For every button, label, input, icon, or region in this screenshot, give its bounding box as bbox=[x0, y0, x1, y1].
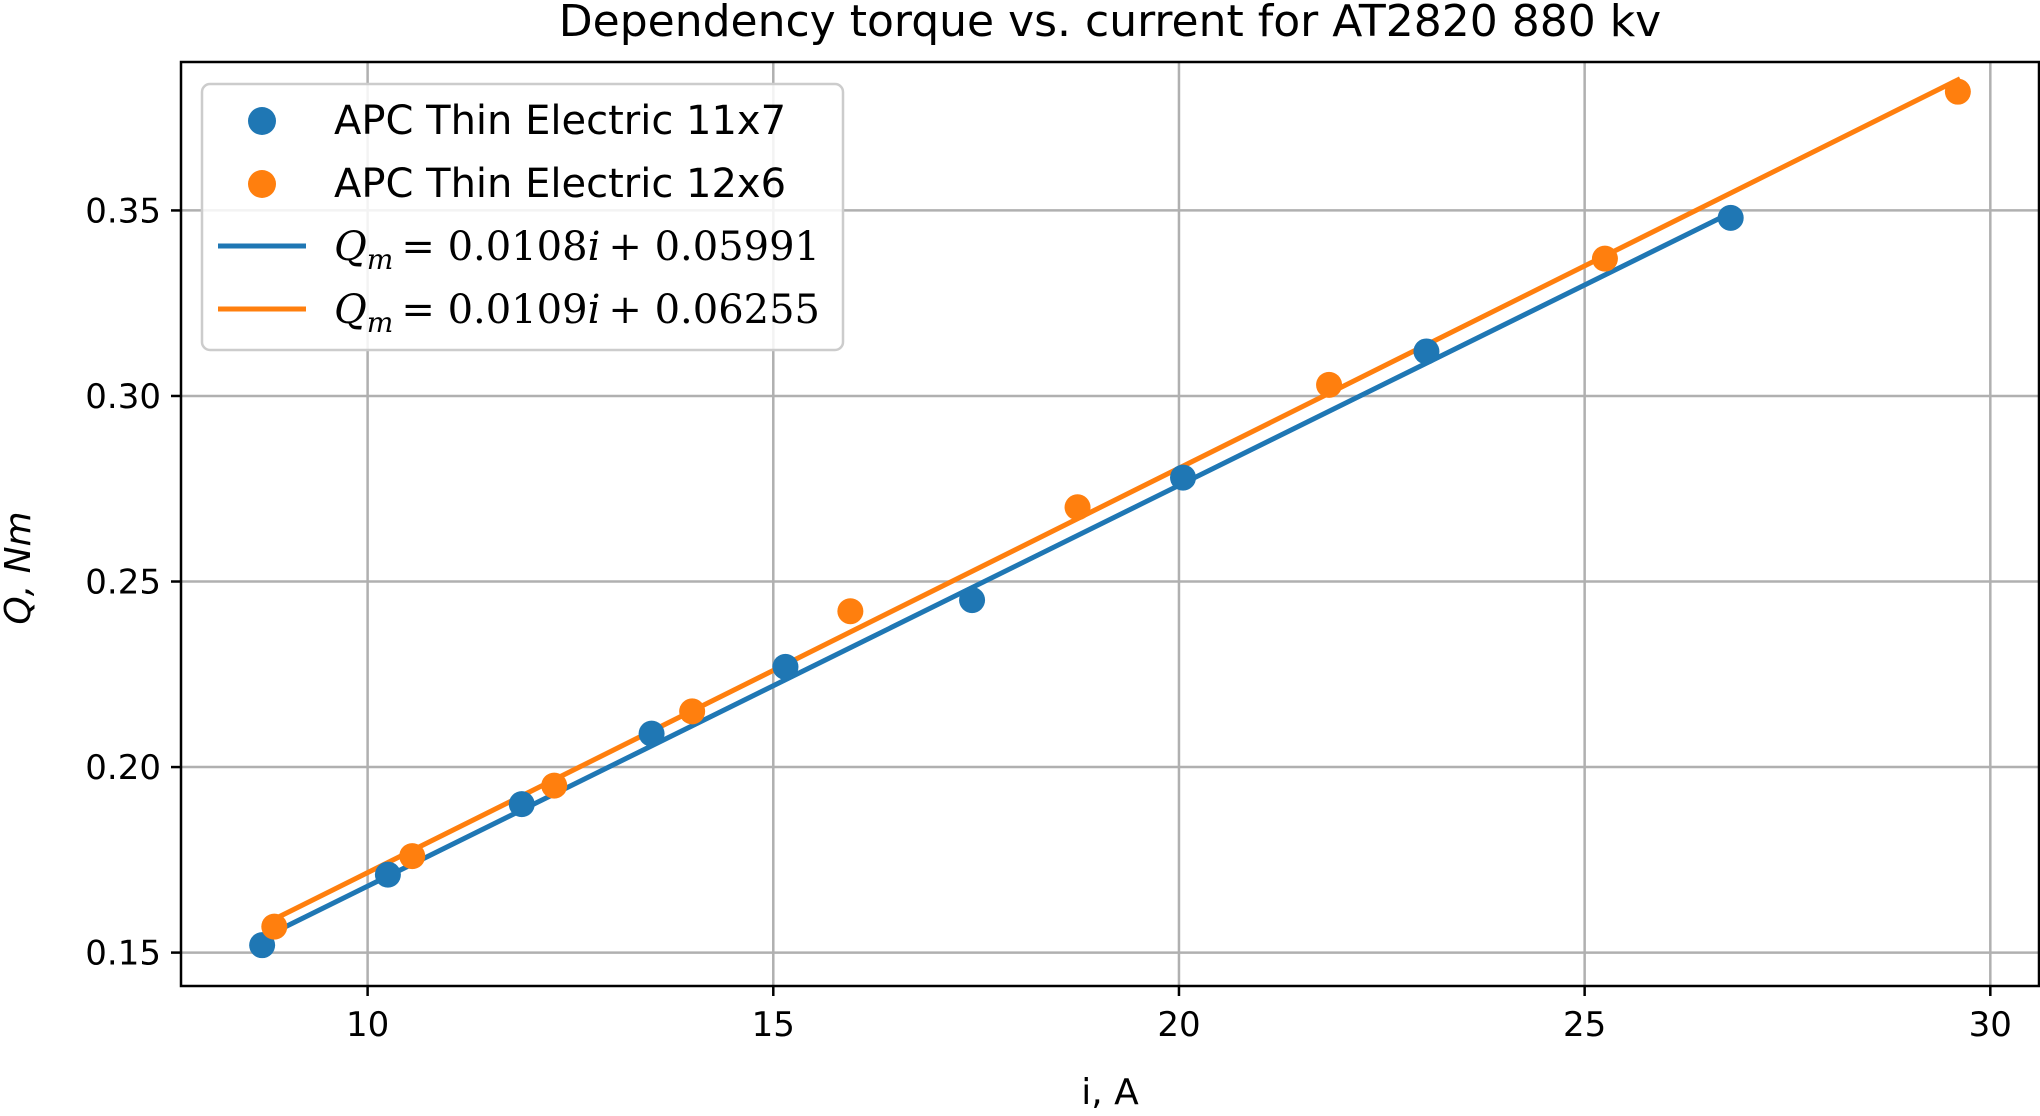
fit-11x7-coef: = 0.0108 bbox=[401, 224, 587, 270]
data-point-series-2 bbox=[1591, 245, 1618, 272]
x-axis-label: i, A bbox=[1081, 1072, 1139, 1113]
legend-marker-11x7 bbox=[248, 107, 276, 135]
fit-12x6-q: Q bbox=[334, 287, 367, 333]
y-tick-label: 0.20 bbox=[85, 748, 161, 788]
data-point-series-2 bbox=[541, 772, 568, 799]
y-tick-label: 0.30 bbox=[85, 377, 161, 417]
x-tick-label: 15 bbox=[752, 1005, 795, 1045]
fit-11x7-q: Q bbox=[334, 224, 367, 270]
data-point-series-1 bbox=[249, 932, 276, 959]
data-point-series-2 bbox=[837, 598, 864, 625]
legend: APC Thin Electric 11x7 APC Thin Electric… bbox=[200, 82, 845, 352]
legend-label-fit-11x7: Qm = 0.0108i + 0.05991 bbox=[334, 224, 820, 276]
legend-label-12x6: APC Thin Electric 12x6 bbox=[334, 161, 786, 207]
fit-12x6-coef: = 0.0109 bbox=[401, 287, 587, 333]
data-point-series-2 bbox=[679, 698, 706, 725]
scatter-points bbox=[249, 78, 1971, 959]
legend-box bbox=[200, 82, 845, 352]
x-axis-ticks: 10 15 20 25 30 bbox=[346, 986, 2012, 1045]
chart-title: Dependency torque vs. current for AT2820… bbox=[559, 0, 1661, 47]
data-point-series-1 bbox=[959, 587, 986, 614]
legend-marker-12x6 bbox=[248, 170, 276, 198]
data-point-series-2 bbox=[399, 843, 426, 870]
legend-label-11x7: APC Thin Electric 11x7 bbox=[334, 98, 786, 144]
fit-11x7-sub: m bbox=[367, 243, 394, 276]
y-axis-label: Q, Nm bbox=[0, 511, 39, 624]
fit-12x6-sub: m bbox=[367, 306, 394, 339]
data-point-series-1 bbox=[772, 653, 799, 680]
data-point-series-1 bbox=[374, 861, 401, 888]
fit-12x6-intercept: + 0.06255 bbox=[608, 287, 820, 333]
x-tick-label: 20 bbox=[1157, 1005, 1200, 1045]
legend-label-fit-12x6: Qm = 0.0109i + 0.06255 bbox=[334, 287, 820, 339]
data-point-series-1 bbox=[508, 791, 535, 818]
y-tick-label: 0.35 bbox=[85, 191, 161, 231]
fit-11x7-var: i bbox=[588, 224, 601, 270]
data-point-series-2 bbox=[1316, 371, 1343, 398]
data-point-series-2 bbox=[1944, 78, 1971, 105]
data-point-series-1 bbox=[1413, 338, 1440, 365]
y-tick-label: 0.25 bbox=[85, 563, 161, 603]
x-tick-label: 30 bbox=[1969, 1005, 2012, 1045]
data-point-series-2 bbox=[1064, 494, 1091, 521]
data-point-series-2 bbox=[261, 913, 288, 940]
fit-12x6-var: i bbox=[588, 287, 601, 333]
x-tick-label: 25 bbox=[1563, 1005, 1606, 1045]
plot-frame bbox=[179, 60, 2040, 988]
data-point-series-1 bbox=[1170, 464, 1197, 491]
fit-line-1 bbox=[258, 209, 1735, 942]
x-tick-label: 10 bbox=[346, 1005, 389, 1045]
data-point-series-1 bbox=[638, 720, 665, 747]
y-tick-label: 0.15 bbox=[85, 934, 161, 974]
data-point-series-1 bbox=[1717, 204, 1744, 231]
fit-11x7-intercept: + 0.05991 bbox=[608, 224, 820, 270]
y-axis-ticks: 0.15 0.20 0.25 0.30 0.35 bbox=[85, 191, 181, 974]
